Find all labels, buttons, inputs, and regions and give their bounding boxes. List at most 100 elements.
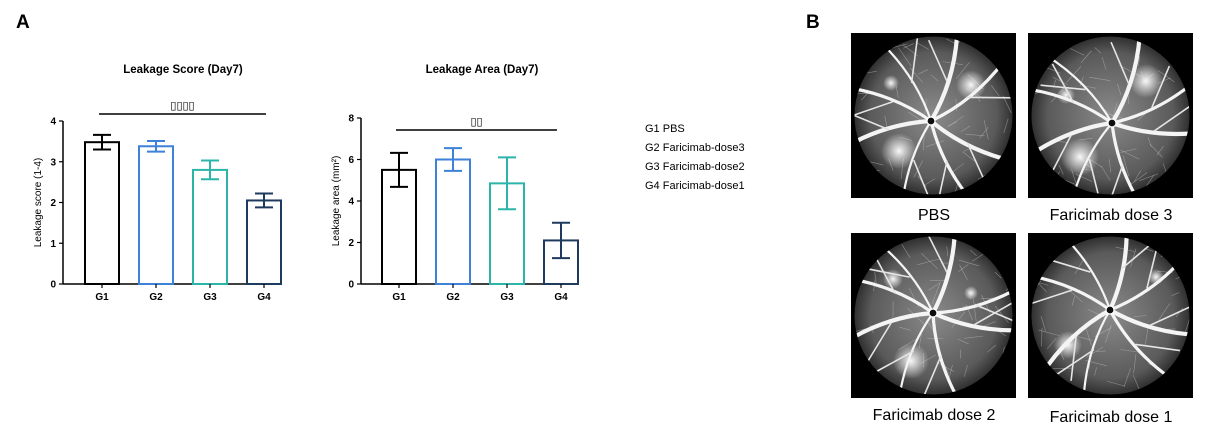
vessel-branch	[1049, 134, 1072, 176]
fundus-angiogram-icon	[1031, 236, 1190, 395]
fundus-angiogram-icon	[854, 236, 1013, 395]
panel-label-a: A	[16, 12, 30, 33]
optic-disc	[928, 308, 938, 318]
x-tick-label: G3	[203, 292, 217, 303]
y-tick-label: 2	[348, 238, 354, 249]
leakage-spot	[883, 269, 903, 289]
vessel-branch	[974, 303, 1013, 323]
x-tick-label: G2	[149, 292, 163, 303]
vessel	[1069, 121, 1114, 195]
vessel-branch	[926, 236, 948, 273]
bar-g1	[84, 141, 120, 285]
vessel-branch	[966, 96, 1012, 99]
fundus-label-pbs: PBS	[917, 207, 950, 224]
y-tick-label: 8	[348, 114, 354, 125]
leakage-spot	[1129, 64, 1163, 98]
vessel-branch	[1031, 289, 1073, 305]
vessel-branch	[854, 100, 894, 118]
y-tick-label: 6	[348, 155, 354, 166]
x-tick-label: G1	[95, 292, 109, 303]
y-axis-label: Leakage area (mm²)	[331, 156, 342, 247]
y-axis-label: Leakage score (1-4)	[33, 158, 44, 248]
vessel-branch	[865, 267, 910, 278]
vessel	[929, 119, 977, 195]
y-tick-label: 4	[348, 197, 354, 208]
vessel	[1109, 36, 1143, 126]
bar-g4	[246, 199, 282, 285]
legend-item-g4: G4 Faricimab-dose1	[645, 180, 745, 192]
vessel-branch	[913, 159, 932, 195]
bar-charts: Leakage Score (Day7) 0 1 2 3 4 Leakage score (…	[33, 64, 579, 303]
leakage-spot	[893, 343, 929, 379]
vessel	[1109, 120, 1190, 137]
chart-title: Leakage Area (Day7)	[426, 64, 539, 76]
fundus-angiogram-icon	[1031, 36, 1190, 195]
x-tick-label: G4	[257, 292, 271, 303]
vessel	[854, 85, 933, 123]
vessel	[930, 310, 1013, 333]
x-tick-label: G2	[446, 292, 460, 303]
y-tick-label: 4	[50, 117, 56, 128]
vessel-branch	[1056, 348, 1095, 376]
vessel-branch	[1051, 63, 1075, 104]
bar-g2	[435, 158, 471, 285]
optic-disc	[926, 116, 936, 126]
y-tick-label: 0	[50, 280, 56, 291]
vessel-branch	[1146, 244, 1159, 289]
legend-item-g3: G3 Faricimab-dose2	[645, 161, 745, 173]
vessel-branch	[927, 39, 948, 82]
vessel-layer	[1031, 36, 1190, 195]
leakage-spot	[964, 286, 978, 300]
fundus-image-dose2	[851, 233, 1016, 398]
fundus-label-dose3: Faricimab dose 3	[1049, 207, 1173, 224]
x-tick-label: G4	[554, 292, 568, 303]
optic-disc	[1105, 305, 1115, 315]
vessel-branch	[1153, 104, 1190, 132]
vessel	[1107, 307, 1190, 338]
significance-marker: ▯▯▯▯	[170, 99, 194, 112]
vessel	[854, 118, 934, 152]
fundus-angiogram-icon	[854, 36, 1013, 195]
vessel-branch	[1088, 159, 1102, 195]
x-tick-label: G1	[392, 292, 406, 303]
vessel-branch	[1149, 305, 1190, 327]
vessel	[1110, 121, 1148, 195]
vessel-branch	[1151, 65, 1171, 108]
leakage-spot	[881, 133, 917, 169]
legend: G1 PBS G2 Faricimab-dose3 G3 Faricimab-d…	[645, 120, 745, 196]
vessel-branch	[1070, 336, 1077, 381]
vessel	[931, 311, 963, 395]
leakage-spot	[956, 70, 986, 100]
y-tick-label: 0	[348, 280, 354, 291]
vessel	[900, 119, 933, 195]
panel-label-b: B	[806, 12, 820, 33]
x-tick-label: G3	[500, 292, 514, 303]
leakage-spot	[1061, 138, 1099, 176]
optic-disc	[1107, 118, 1117, 128]
vessel-branch	[1046, 258, 1091, 273]
y-tick-label: 1	[50, 239, 56, 250]
vessel-branch	[1110, 41, 1130, 84]
chart-2: Leakage Area (Day7) 0 2 4 6 8 Leakage area (mm…	[331, 64, 579, 303]
vessel-branch	[1040, 84, 1086, 91]
vessel	[930, 236, 958, 316]
bar-g3	[192, 168, 228, 285]
vessel-branch	[867, 322, 893, 362]
fundus-image-pbs	[851, 33, 1016, 198]
y-tick-label: 3	[50, 157, 56, 168]
vessel	[854, 310, 936, 346]
fundus-label-dose2: Faricimab dose 2	[872, 407, 996, 424]
chart-title: Leakage Score (Day7)	[123, 64, 243, 76]
vessel-branch	[936, 160, 948, 195]
vessel	[1044, 53, 1114, 125]
legend-item-g1: G1 PBS	[645, 123, 685, 135]
chart-1: Leakage Score (Day7) 0 1 2 3 4 Leakage score (…	[33, 64, 282, 303]
vessel-branch	[1107, 164, 1124, 195]
vessel	[931, 283, 1013, 315]
vessel-branch	[910, 38, 919, 84]
leakage-spot	[883, 75, 899, 91]
vessel-branch	[1135, 343, 1181, 352]
fundus-image-dose3	[1028, 33, 1193, 198]
significance-marker: ▯▯	[470, 115, 482, 128]
fundus-label-dose1: Faricimab dose 1	[1049, 409, 1173, 426]
